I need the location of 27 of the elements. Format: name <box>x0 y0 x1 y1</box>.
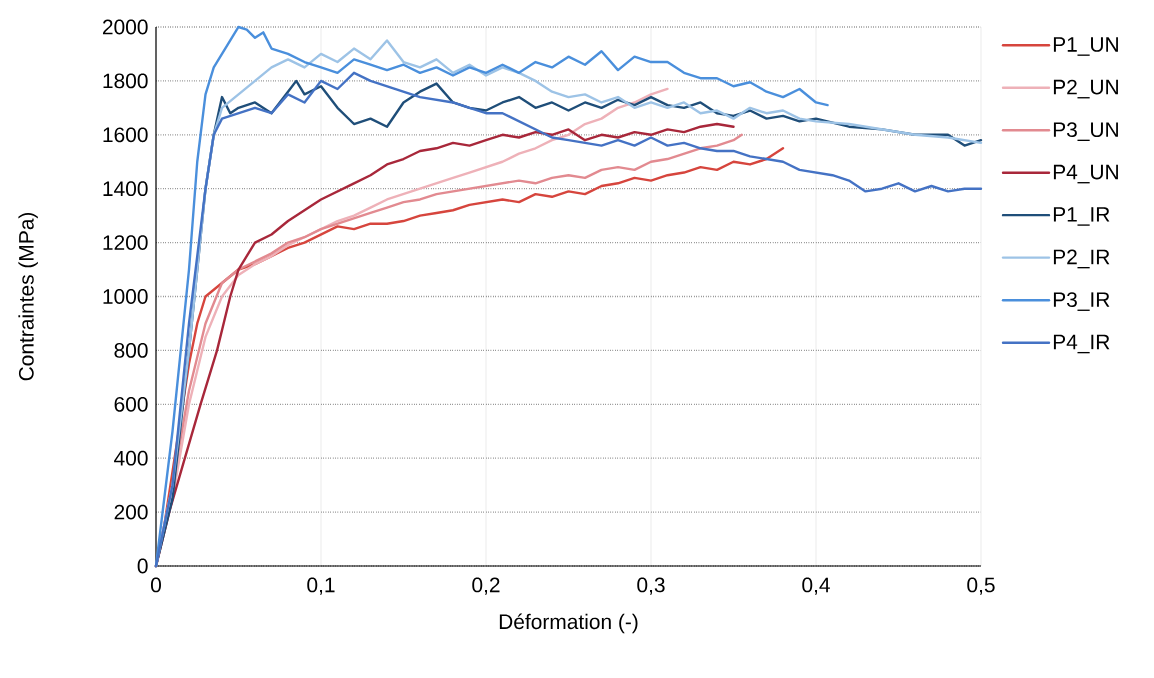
y-axis-title: Contraintes (MPa) <box>18 212 38 381</box>
legend-label: P2_UN <box>1053 79 1118 99</box>
y-tick-label: 0 <box>137 558 148 574</box>
legend-label: P4_IR <box>1053 334 1110 354</box>
x-tick-label: 0,2 <box>472 577 500 595</box>
x-tick-label: 0,4 <box>802 577 830 595</box>
x-tick-label: 0,5 <box>967 577 995 595</box>
y-tick-label: 400 <box>114 450 148 466</box>
y-tick-label: 1600 <box>103 127 148 143</box>
y-tick-label: 800 <box>114 342 148 358</box>
legend-label: P1_UN <box>1053 37 1118 56</box>
y-tick-label: 1400 <box>103 181 148 197</box>
legend-label: P2_IR <box>1053 249 1110 269</box>
y-tick-label: 2000 <box>102 19 148 35</box>
x-tick-label: 0,3 <box>637 577 665 595</box>
legend-label: P4_UN <box>1053 164 1118 184</box>
legend-label: P1_IR <box>1053 207 1110 226</box>
legend-label: P3_UN <box>1053 122 1118 141</box>
x-tick-label: 0,1 <box>307 577 335 595</box>
y-tick-label: 1000 <box>103 289 148 304</box>
x-axis-title: Déformation (-) <box>499 613 638 634</box>
y-tick-label: 200 <box>114 504 148 520</box>
y-tick-label: 1200 <box>103 235 148 250</box>
x-tick-label: 0 <box>150 577 161 593</box>
legend-label: P3_IR <box>1053 292 1110 311</box>
y-tick-label: 1800 <box>103 73 148 89</box>
y-tick-label: 600 <box>114 396 148 412</box>
